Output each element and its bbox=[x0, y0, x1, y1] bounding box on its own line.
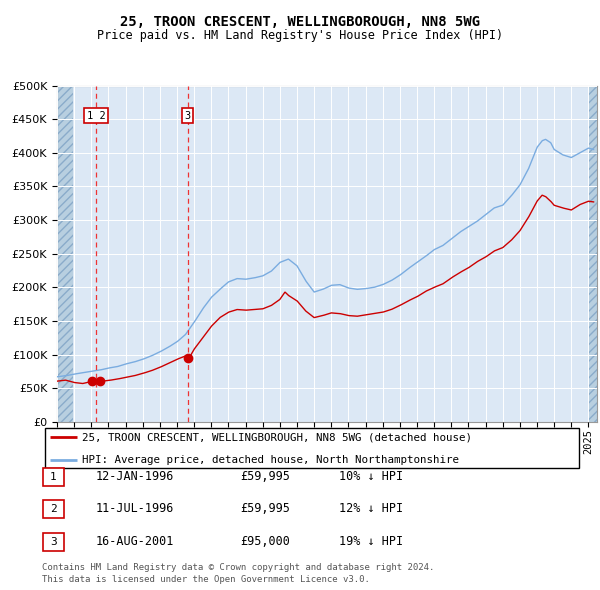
Text: 12-JAN-1996: 12-JAN-1996 bbox=[96, 470, 175, 483]
Bar bbox=[57, 86, 73, 422]
Text: 3: 3 bbox=[185, 111, 191, 121]
Text: HPI: Average price, detached house, North Northamptonshire: HPI: Average price, detached house, Nort… bbox=[83, 455, 460, 465]
Text: 3: 3 bbox=[50, 537, 57, 546]
Text: £95,000: £95,000 bbox=[240, 535, 290, 548]
Text: 2: 2 bbox=[50, 504, 57, 514]
Text: 25, TROON CRESCENT, WELLINGBOROUGH, NN8 5WG: 25, TROON CRESCENT, WELLINGBOROUGH, NN8 … bbox=[120, 15, 480, 29]
Text: £59,995: £59,995 bbox=[240, 502, 290, 515]
FancyBboxPatch shape bbox=[43, 468, 64, 486]
Text: 16-AUG-2001: 16-AUG-2001 bbox=[96, 535, 175, 548]
Text: Contains HM Land Registry data © Crown copyright and database right 2024.: Contains HM Land Registry data © Crown c… bbox=[42, 563, 434, 572]
Text: Price paid vs. HM Land Registry's House Price Index (HPI): Price paid vs. HM Land Registry's House … bbox=[97, 30, 503, 42]
Text: 11-JUL-1996: 11-JUL-1996 bbox=[96, 502, 175, 515]
Text: £59,995: £59,995 bbox=[240, 470, 290, 483]
FancyBboxPatch shape bbox=[43, 533, 64, 550]
Text: 12% ↓ HPI: 12% ↓ HPI bbox=[339, 502, 403, 515]
Text: This data is licensed under the Open Government Licence v3.0.: This data is licensed under the Open Gov… bbox=[42, 575, 370, 584]
FancyBboxPatch shape bbox=[45, 428, 580, 468]
Text: 25, TROON CRESCENT, WELLINGBOROUGH, NN8 5WG (detached house): 25, TROON CRESCENT, WELLINGBOROUGH, NN8 … bbox=[83, 432, 473, 442]
Text: 1: 1 bbox=[50, 473, 57, 482]
FancyBboxPatch shape bbox=[43, 500, 64, 518]
Bar bbox=[589, 86, 597, 422]
Text: 10% ↓ HPI: 10% ↓ HPI bbox=[339, 470, 403, 483]
Text: 1 2: 1 2 bbox=[87, 111, 106, 121]
Text: 19% ↓ HPI: 19% ↓ HPI bbox=[339, 535, 403, 548]
